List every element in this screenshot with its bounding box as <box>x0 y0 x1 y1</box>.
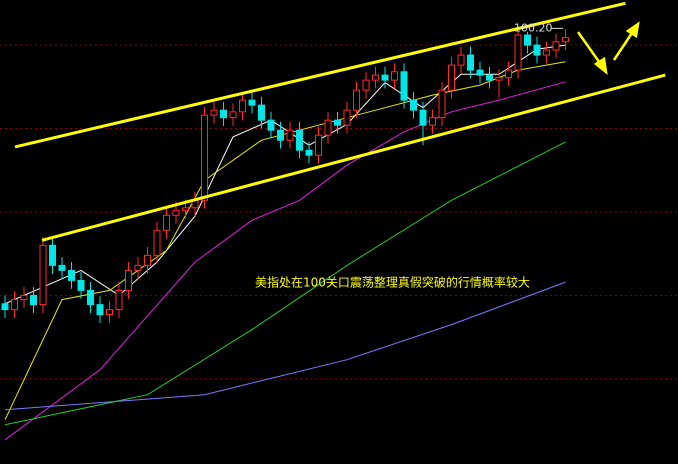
candle-body <box>248 99 256 106</box>
candle-body <box>182 207 190 211</box>
candle-body <box>67 269 75 281</box>
candle-body <box>476 69 484 76</box>
candle-body <box>239 99 247 113</box>
candle-body <box>296 129 304 151</box>
candle-body <box>305 149 313 156</box>
candle-body <box>324 119 332 136</box>
moving-average <box>4 141 566 426</box>
candle-body <box>172 209 180 216</box>
candle-body <box>524 34 532 46</box>
candle-body <box>343 109 351 126</box>
candle-body <box>77 279 85 291</box>
candle-body <box>543 49 551 56</box>
candle-body <box>381 74 389 81</box>
candle-body <box>125 269 133 291</box>
candle-body <box>144 254 152 266</box>
grid <box>0 44 678 380</box>
candles <box>1 28 570 323</box>
candle-body <box>334 119 342 126</box>
candle-body <box>106 309 114 316</box>
candle-body <box>438 89 446 119</box>
candle-body <box>115 289 123 311</box>
channel-line <box>14 1 626 149</box>
candle-body <box>467 54 475 71</box>
candle-body <box>286 129 294 141</box>
candle-body <box>419 109 427 126</box>
candle-body <box>163 214 171 231</box>
candle-body <box>391 71 399 81</box>
arrow-head <box>593 56 608 75</box>
arrow-head <box>625 21 640 39</box>
candle-body <box>10 299 18 311</box>
annotation: 美指处在100关口震荡整理真假突破的行情概率较大 <box>255 275 530 290</box>
moving-average <box>4 61 566 421</box>
candle-body <box>153 229 161 256</box>
candle-body <box>353 89 361 111</box>
channel <box>14 1 666 242</box>
candle-body <box>210 109 218 116</box>
candle-body <box>134 264 142 271</box>
candle-body <box>505 69 513 79</box>
moving-averages <box>4 44 566 441</box>
candle-body <box>96 304 104 316</box>
candle-body <box>1 303 9 311</box>
candle-body <box>315 134 323 156</box>
candle-body <box>220 109 228 119</box>
max-price-label: 100.20 <box>514 21 553 34</box>
candle-body <box>58 264 66 271</box>
candle-body <box>457 54 465 66</box>
candle-body <box>486 74 494 81</box>
candle-body <box>495 77 503 81</box>
candle-body <box>39 244 47 306</box>
candle-body <box>229 111 237 119</box>
channel-line <box>41 73 666 242</box>
candle-body <box>20 294 28 301</box>
candle-body <box>562 37 570 43</box>
candle-body <box>514 34 522 71</box>
candle-body <box>448 64 456 91</box>
candle-body <box>410 99 418 111</box>
candle-body <box>87 289 95 306</box>
candle-body <box>400 71 408 101</box>
arrow-down <box>576 31 604 67</box>
candle-body <box>362 79 370 91</box>
candle-body <box>372 74 380 81</box>
moving-average <box>4 81 566 441</box>
candle-body <box>201 114 209 201</box>
candle-body <box>258 104 266 121</box>
forecast-arrows <box>576 21 640 75</box>
candle-body <box>48 244 56 266</box>
arrow-up <box>612 29 636 61</box>
candle-body <box>29 294 37 306</box>
candle-body <box>533 44 541 56</box>
candle-body <box>277 129 285 141</box>
moving-average <box>4 281 566 411</box>
candle-body <box>552 41 560 51</box>
candle-body <box>267 119 275 131</box>
candle-body <box>429 117 437 126</box>
